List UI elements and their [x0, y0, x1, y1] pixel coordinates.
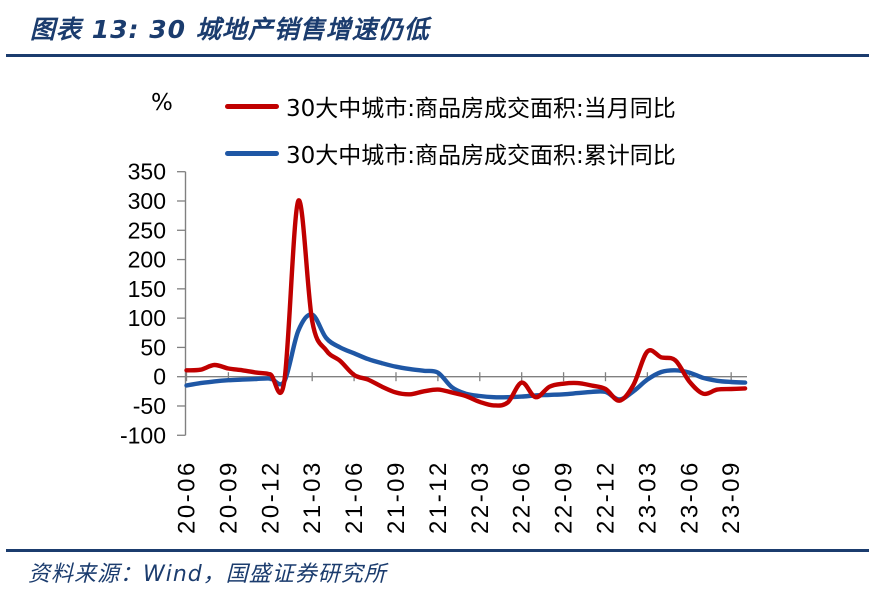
x-tick-label: 22-12 [592, 460, 619, 534]
data-source-note: 资料来源：Wind，国盛证券研究所 [28, 562, 387, 587]
chart-title: 图表 13: 30 城地产销售增速仍低 [30, 15, 430, 44]
y-tick-label: 350 [128, 159, 166, 185]
x-tick-label: 21-09 [383, 460, 410, 534]
x-tick-label: 20-09 [215, 460, 242, 534]
y-axis-unit-label: % [151, 90, 173, 116]
y-tick-label: 50 [140, 334, 166, 360]
x-tick-label: 23-03 [634, 460, 661, 534]
y-tick-label: 200 [128, 247, 166, 273]
x-tick-label: 21-06 [341, 460, 368, 534]
legend-label-monthly-yoy: 30大中城市:商品房成交面积:当月同比 [286, 96, 676, 122]
y-tick-label: 0 [153, 364, 166, 390]
x-tick-label: 21-12 [425, 460, 452, 534]
legend-item-cumulative-yoy: 30大中城市:商品房成交面积:累计同比 [225, 140, 676, 169]
x-tick-label: 22-09 [551, 460, 578, 534]
x-tick-label: 23-06 [676, 460, 703, 534]
y-tick-label: 300 [128, 188, 166, 214]
title-divider-line [6, 54, 869, 57]
y-tick-label: 250 [128, 217, 166, 243]
legend-item-monthly-yoy: 30大中城市:商品房成交面积:当月同比 [225, 93, 676, 122]
x-tick-label: 23-09 [718, 460, 745, 534]
y-tick-label: -100 [120, 422, 166, 448]
line-monthly-yoy [184, 198, 748, 408]
legend-label-cumulative-yoy: 30大中城市:商品房成交面积:累计同比 [286, 143, 676, 169]
x-tick-label: 22-06 [509, 460, 536, 534]
y-tick-label: 100 [128, 305, 166, 331]
legend-swatch-blue-line [225, 150, 279, 156]
footer-divider-line [6, 549, 869, 552]
x-tick-label: 20-12 [257, 460, 284, 534]
y-tick-label: -50 [133, 393, 166, 419]
legend-swatch-red-line [225, 103, 279, 109]
x-tick-label: 20-06 [174, 460, 201, 534]
y-tick-label: 150 [128, 276, 166, 302]
x-tick-label: 22-03 [467, 460, 494, 534]
x-tick-label: 21-03 [299, 460, 326, 534]
legend: 30大中城市:商品房成交面积:当月同比 30大中城市:商品房成交面积:累计同比 [225, 93, 676, 187]
